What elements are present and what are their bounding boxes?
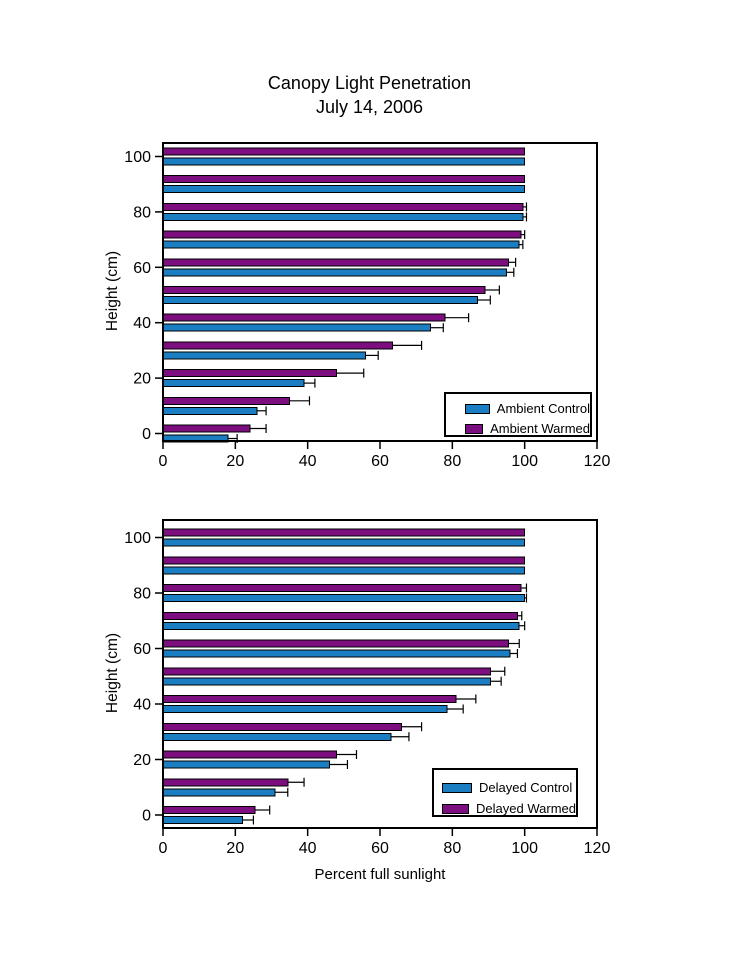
x-tick-label: 80 [443,840,461,857]
x-tick-label: 60 [371,453,389,470]
legend-label-ambient-control: Ambient Control [496,401,590,416]
x-tick-label: 120 [584,453,611,470]
bar-delayed-warmed-h90 [162,556,526,565]
bar-ambient-warmed-h20 [162,369,338,378]
bar-delayed-control-h50 [162,677,491,686]
plot-border [162,519,598,829]
bar-delayed-warmed-h50 [162,667,491,676]
bar-delayed-warmed-h20 [162,750,338,759]
legend-delayed: Delayed Control Delayed Warmed [432,768,578,817]
bar-ambient-warmed-h100 [162,147,526,156]
y-tick-label: 100 [124,530,151,547]
bar-ambient-control-h90 [162,185,526,194]
bar-ambient-control-h20 [162,379,305,388]
x-tick-label: 80 [443,453,461,470]
bar-ambient-control-h50 [162,296,479,304]
bar-ambient-control-h70 [162,240,520,249]
x-tick-label: 100 [511,840,538,857]
y-tick-label: 0 [142,808,151,825]
x-tick-label: 40 [299,453,317,470]
x-tick-label: 0 [159,840,168,857]
bar-delayed-control-h10 [162,788,276,797]
y-tick-label: 80 [133,204,151,221]
bar-ambient-warmed-h80 [162,202,524,211]
bar-delayed-control-h60 [162,649,511,658]
legend-swatch-ambient-warmed [465,423,484,434]
y-tick-label: 60 [133,260,151,277]
bar-delayed-warmed-h0 [162,806,256,814]
bar-delayed-control-h20 [162,760,330,769]
bar-delayed-control-h90 [162,566,526,575]
legend-label-delayed-warmed: Delayed Warmed [476,801,576,816]
bar-ambient-control-h10 [162,406,258,415]
legend-label-delayed-control: Delayed Control [479,780,573,795]
bar-delayed-warmed-h100 [162,528,526,537]
y-axis-title-bottom: Height (cm) [104,632,121,714]
bar-ambient-control-h40 [162,323,432,332]
x-tick-label: 60 [371,840,389,857]
x-axis-title: Percent full sunlight [314,866,446,883]
bar-delayed-warmed-h40 [162,695,457,703]
legend-ambient: Ambient Control Ambient Warmed [444,392,592,437]
y-tick-label: 20 [133,752,151,769]
bar-delayed-control-h70 [162,621,520,630]
bar-ambient-warmed-h10 [162,396,291,405]
x-tick-label: 120 [584,840,611,857]
legend-row-delayed-control: Delayed Control [442,780,576,795]
bar-delayed-control-h0 [162,816,244,824]
legend-row-ambient-control: Ambient Control [465,401,590,416]
y-tick-label: 0 [142,426,151,443]
x-tick-label: 20 [226,453,244,470]
bar-ambient-control-h80 [162,212,524,221]
bar-ambient-control-h30 [162,351,367,360]
bar-delayed-warmed-h30 [162,722,403,731]
chart-title: Canopy Light Penetration [267,73,472,93]
plot-border [162,142,598,442]
x-tick-label: 20 [226,840,244,857]
title-block: Canopy Light Penetration July 14, 2006 [0,71,739,119]
bar-delayed-control-h80 [162,594,526,602]
x-tick-label: 0 [159,453,168,470]
bar-ambient-warmed-h90 [162,175,526,184]
y-tick-label: 80 [133,586,151,603]
legend-swatch-ambient-control [465,403,490,414]
bar-ambient-warmed-h60 [162,258,509,267]
bar-ambient-warmed-h30 [162,341,394,350]
y-tick-label: 40 [133,697,151,714]
y-tick-label: 60 [133,641,151,658]
bar-ambient-warmed-h70 [162,230,522,239]
bar-ambient-warmed-h0 [162,424,251,433]
legend-label-ambient-warmed: Ambient Warmed [490,421,590,436]
bar-delayed-warmed-h80 [162,584,522,592]
bar-ambient-warmed-h40 [162,313,446,322]
bar-delayed-control-h30 [162,732,392,741]
bar-delayed-control-h100 [162,538,526,547]
chart-subtitle: July 14, 2006 [315,97,424,117]
bar-ambient-warmed-h50 [162,286,486,294]
legend-swatch-delayed-warmed [442,803,470,814]
y-tick-label: 20 [133,371,151,388]
bar-ambient-control-h100 [162,157,526,166]
legend-row-ambient-warmed: Ambient Warmed [465,421,590,436]
y-tick-label: 40 [133,315,151,332]
y-tick-label: 100 [124,149,151,166]
bar-delayed-warmed-h60 [162,639,509,648]
x-tick-label: 100 [511,453,538,470]
bar-delayed-control-h40 [162,705,448,713]
x-tick-label: 40 [299,840,317,857]
y-axis-title-top: Height (cm) [104,250,121,332]
legend-swatch-delayed-control [442,782,472,793]
legend-row-delayed-warmed: Delayed Warmed [442,801,576,816]
bar-ambient-control-h60 [162,268,508,277]
bar-delayed-warmed-h10 [162,778,289,787]
bar-delayed-warmed-h70 [162,611,518,620]
